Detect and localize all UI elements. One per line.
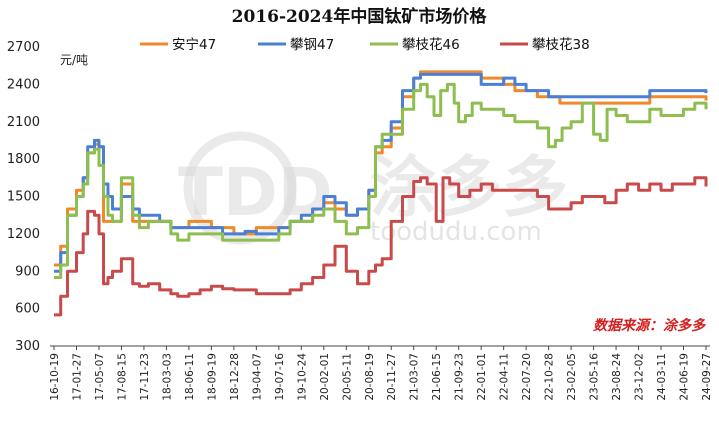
y-tick-label: 1200 xyxy=(7,227,40,242)
x-tick-label: 24-09-27 xyxy=(701,353,713,401)
x-tick-label: 20-02-01 xyxy=(319,353,331,401)
plot-area xyxy=(54,70,708,317)
x-tick-label: 24-06-19 xyxy=(679,353,691,401)
data-source-label: 数据来源：涂多多 xyxy=(593,317,706,334)
series-line-4 xyxy=(54,176,708,317)
x-tick-label: 18-06-11 xyxy=(184,353,196,401)
x-tick-label: 19-07-16 xyxy=(274,353,286,401)
x-tick-label: 21-03-07 xyxy=(409,353,421,401)
x-tick-label: 22-10-28 xyxy=(544,353,556,401)
x-tick-label: 20-08-19 xyxy=(364,353,376,401)
x-tick-label: 17-01-27 xyxy=(71,353,83,401)
x-tick-label: 23-12-02 xyxy=(634,353,646,401)
y-tick-label: 1800 xyxy=(7,152,40,167)
y-tick-label: 600 xyxy=(15,302,40,317)
y-tick-label: 2700 xyxy=(7,40,40,55)
x-tick-label: 24-03-11 xyxy=(656,353,668,401)
legend-label-4: 攀枝花38 xyxy=(532,37,590,53)
x-tick-label: 19-10-24 xyxy=(296,353,308,401)
x-tick-label: 21-06-15 xyxy=(431,353,443,401)
y-tick-label: 2400 xyxy=(7,77,40,92)
x-tick-label: 17-11-23 xyxy=(139,353,151,401)
x-tick-label: 21-09-23 xyxy=(454,353,466,401)
x-tick-label: 22-07-20 xyxy=(521,353,533,401)
x-tick-label: 22-04-11 xyxy=(499,353,511,401)
x-axis: 16-10-19 17-01-27 17-05-07 17-08-15 17-11-23… xyxy=(49,346,713,401)
x-tick-label: 18-12-28 xyxy=(229,353,241,401)
x-tick-label: 23-08-24 xyxy=(611,353,623,401)
x-tick-label: 20-11-27 xyxy=(386,353,398,401)
x-tick-label: 18-03-03 xyxy=(161,353,173,401)
x-tick-label: 23-05-16 xyxy=(589,353,601,401)
y-tick-label: 900 xyxy=(15,264,40,279)
y-tick-label: 1500 xyxy=(7,190,40,205)
watermark-brand-text: 涂多多 xyxy=(370,149,568,226)
series-line-2 xyxy=(54,72,708,273)
x-tick-label: 20-05-11 xyxy=(341,353,353,401)
watermark-logo-text: TDD xyxy=(178,154,333,231)
legend: 安宁47 攀钢47 攀枝花46 攀枝花38 xyxy=(140,36,590,53)
x-tick-label: 19-04-07 xyxy=(251,353,263,401)
x-tick-label: 16-10-19 xyxy=(49,353,61,401)
x-tick-label: 17-08-15 xyxy=(116,353,128,401)
y-tick-label: 300 xyxy=(15,339,40,354)
legend-label-3: 攀枝花46 xyxy=(402,37,460,53)
x-tick-label: 18-09-19 xyxy=(206,353,218,401)
y-tick-label: 2100 xyxy=(7,115,40,130)
legend-label-1: 安宁47 xyxy=(172,36,216,53)
x-tick-label: 17-05-07 xyxy=(94,353,106,401)
series-line-3 xyxy=(54,82,708,279)
chart-title: 2016-2024年中国钛矿市场价格 xyxy=(232,6,488,27)
legend-label-2: 攀钢47 xyxy=(290,37,334,53)
x-tick-label: 22-01-01 xyxy=(476,353,488,401)
x-tick-label: 23-02-05 xyxy=(566,353,578,401)
y-axis: 300 600 900 1200 1500 1800 2100 2400 2700 xyxy=(7,40,40,354)
y-axis-unit-label: 元/吨 xyxy=(60,53,88,67)
